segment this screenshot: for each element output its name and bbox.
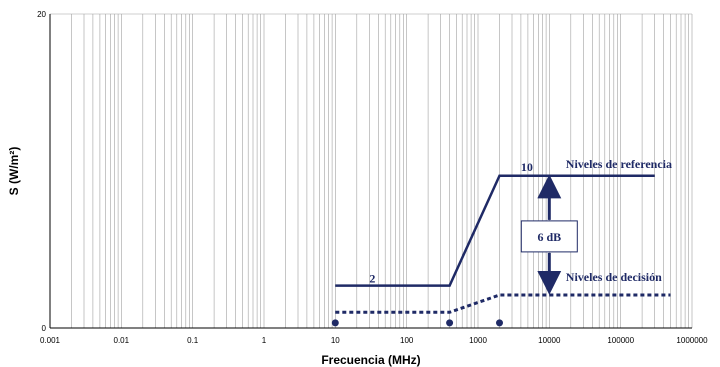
x-tick-label: 10000 (538, 336, 561, 345)
reference-levels-line (335, 174, 655, 287)
legend-decision-levels: Niveles de decisión (566, 270, 662, 284)
x-tick-label: 100 (400, 336, 414, 345)
x-tick-label: 1 (262, 336, 267, 345)
axis-marker (331, 319, 339, 327)
x-tick-label: 100000 (607, 336, 634, 345)
axes (49, 14, 692, 329)
y-tick-label: 20 (37, 10, 46, 19)
x-axis-title: Frecuencia (MHz) (321, 353, 420, 367)
x-tick-label: 1000 (469, 336, 487, 345)
low-level-label: 2 (369, 272, 375, 286)
x-tick-label: 1000000 (676, 336, 708, 345)
gap-label-box (520, 220, 578, 253)
x-tick-label: 0.01 (114, 336, 130, 345)
annotations: 6 dB 2 10 Niveles de referencia Niveles … (369, 157, 672, 295)
legend-reference-levels: Niveles de referencia (566, 157, 672, 171)
gap-label: 6 dB (537, 230, 561, 244)
y-axis-title: S (W/m²) (7, 147, 21, 196)
series (331, 174, 671, 327)
x-tick-label: 0.1 (187, 336, 199, 345)
tick-labels: 0.001 0.01 0.1 1 10 100 1000 10000 100000 1000000… (37, 10, 708, 345)
y-tick-label: 0 (42, 324, 47, 333)
decision-levels-line (335, 293, 671, 314)
x-tick-label: 10 (331, 336, 340, 345)
axis-marker (446, 319, 454, 327)
grid-lines (50, 13, 693, 328)
x-tick-label: 0.001 (40, 336, 61, 345)
high-level-label: 10 (521, 160, 533, 174)
axis-marker (496, 319, 503, 327)
